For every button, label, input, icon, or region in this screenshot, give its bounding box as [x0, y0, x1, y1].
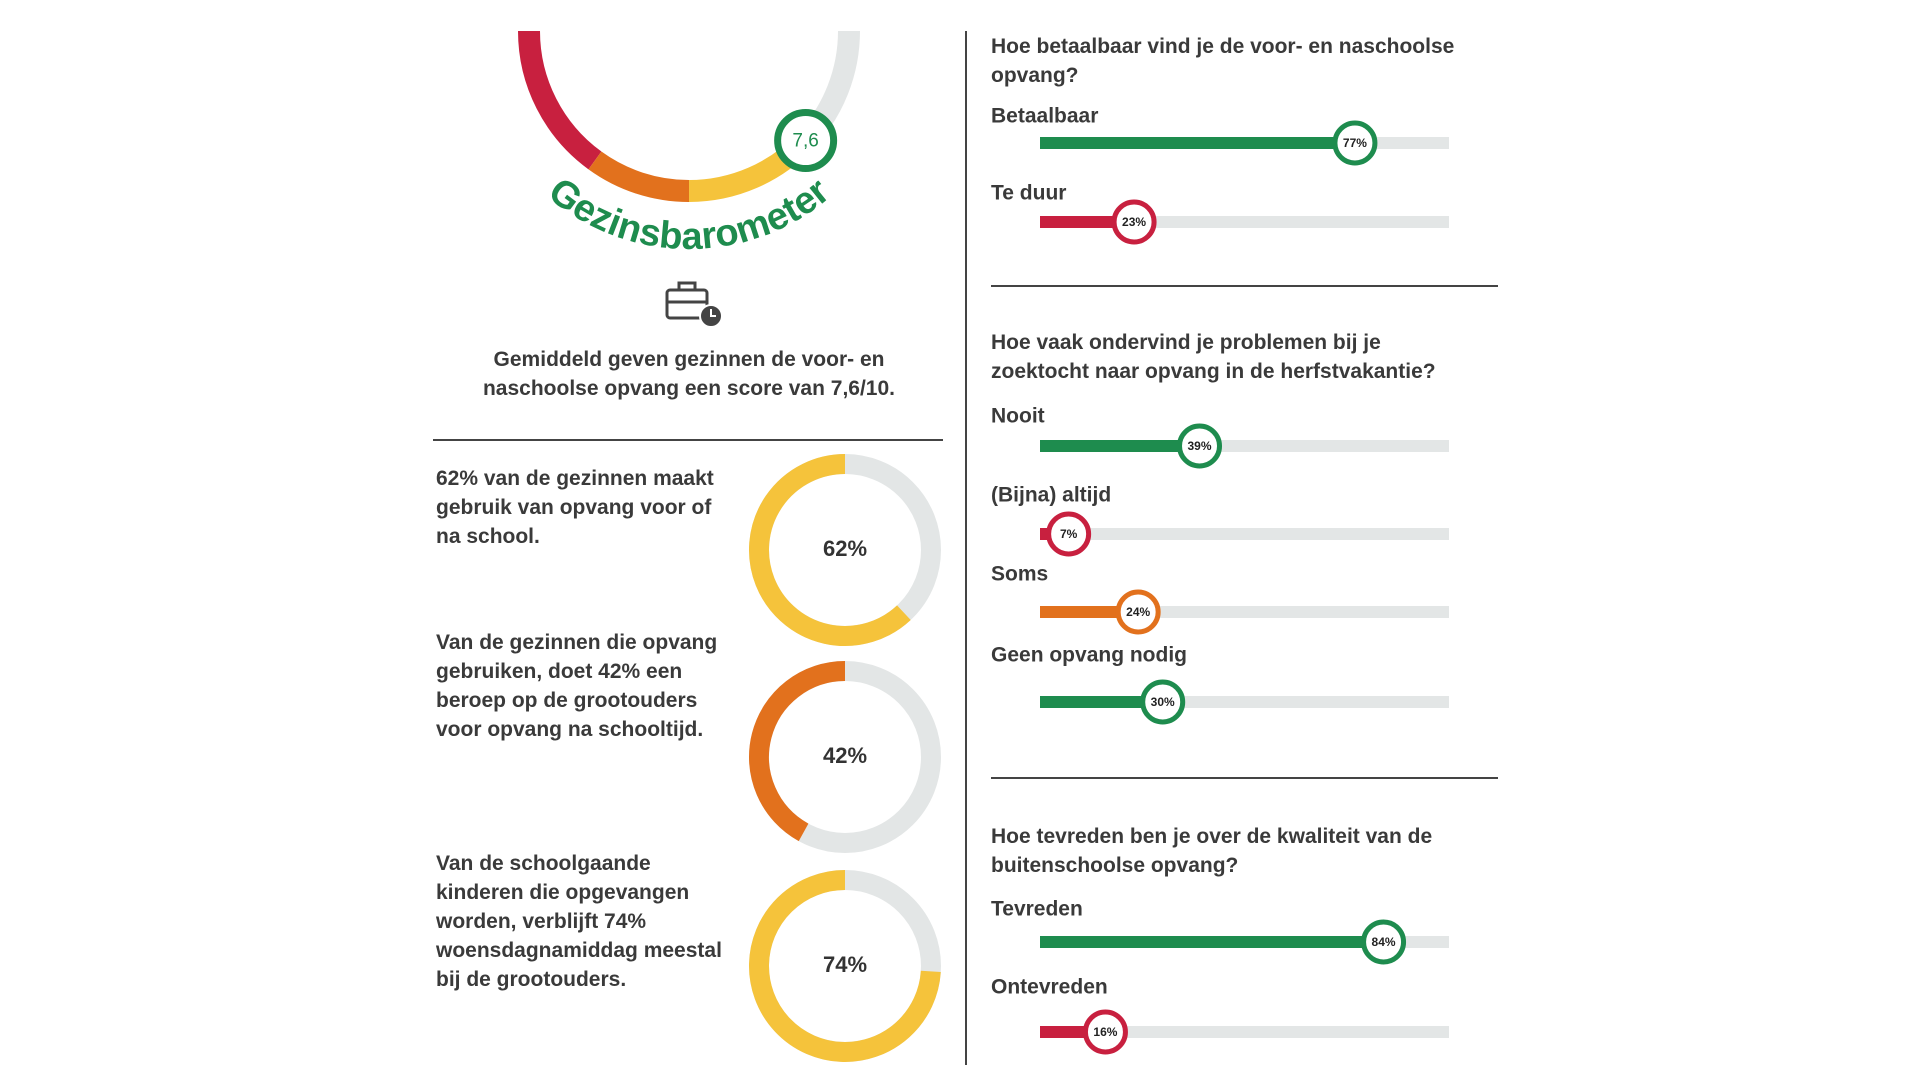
bar	[1040, 696, 1163, 708]
gauge-badge	[774, 109, 838, 173]
donut-segment	[749, 870, 941, 1062]
gauge-segment	[518, 30, 602, 170]
answer-label: (Bijna) altijd	[991, 484, 1111, 507]
value-badge	[1082, 1009, 1128, 1055]
bar-track	[1040, 1026, 1449, 1038]
value-label: 84%	[1372, 935, 1396, 949]
value-label: 24%	[1126, 605, 1150, 619]
value-label: 30%	[1151, 695, 1175, 709]
question: Hoe tevreden ben je over de kwaliteit va…	[991, 825, 1433, 877]
value-badge	[1046, 511, 1092, 557]
donut-segment	[749, 661, 846, 842]
bar	[1040, 137, 1355, 149]
value-label: 7%	[1060, 527, 1078, 541]
bar-track	[1040, 528, 1449, 540]
donut-label: 42%	[823, 743, 867, 768]
value-badge	[1111, 199, 1157, 245]
donut-description: Van de schoolgaande kinderen die opgevan…	[436, 852, 722, 991]
answer-label: Geen opvang nodig	[991, 644, 1187, 667]
gauge-value-label: 7,6	[792, 131, 818, 152]
answer-label: Te duur	[991, 182, 1066, 205]
gauge-caption: Gemiddeld geven gezinnen de voor- en nas…	[482, 348, 895, 400]
question: Hoe vaak ondervind je problemen bij je z…	[991, 331, 1436, 383]
value-label: 39%	[1187, 439, 1211, 453]
answer-label: Ontevreden	[991, 976, 1108, 999]
gauge-segment	[588, 151, 690, 202]
donut-label: 62%	[823, 536, 867, 561]
answer-label: Tevreden	[991, 898, 1083, 921]
bar	[1040, 606, 1139, 618]
value-badge	[1140, 679, 1186, 725]
value-label: 23%	[1122, 215, 1146, 229]
value-label: 16%	[1093, 1025, 1117, 1039]
briefcase-clock-icon	[665, 281, 723, 328]
donut-segment	[749, 454, 911, 646]
answer-label: Nooit	[991, 405, 1045, 428]
value-badge	[1361, 919, 1407, 965]
value-badge	[1177, 423, 1223, 469]
value-label: 77%	[1343, 136, 1367, 150]
bar	[1040, 440, 1200, 452]
bar	[1040, 936, 1384, 948]
answer-label: Soms	[991, 563, 1048, 586]
donut-label: 74%	[823, 952, 867, 977]
bar	[1040, 216, 1135, 228]
donut-description: Van de gezinnen die opvang gebruiken, do…	[436, 631, 718, 741]
value-badge	[1115, 589, 1161, 635]
question: Hoe betaalbaar vind je de voor- en nasch…	[991, 35, 1455, 87]
value-badge	[1332, 120, 1378, 166]
donut-description: 62% van de gezinnen maakt gebruik van op…	[436, 467, 714, 548]
answer-label: Betaalbaar	[991, 105, 1098, 128]
